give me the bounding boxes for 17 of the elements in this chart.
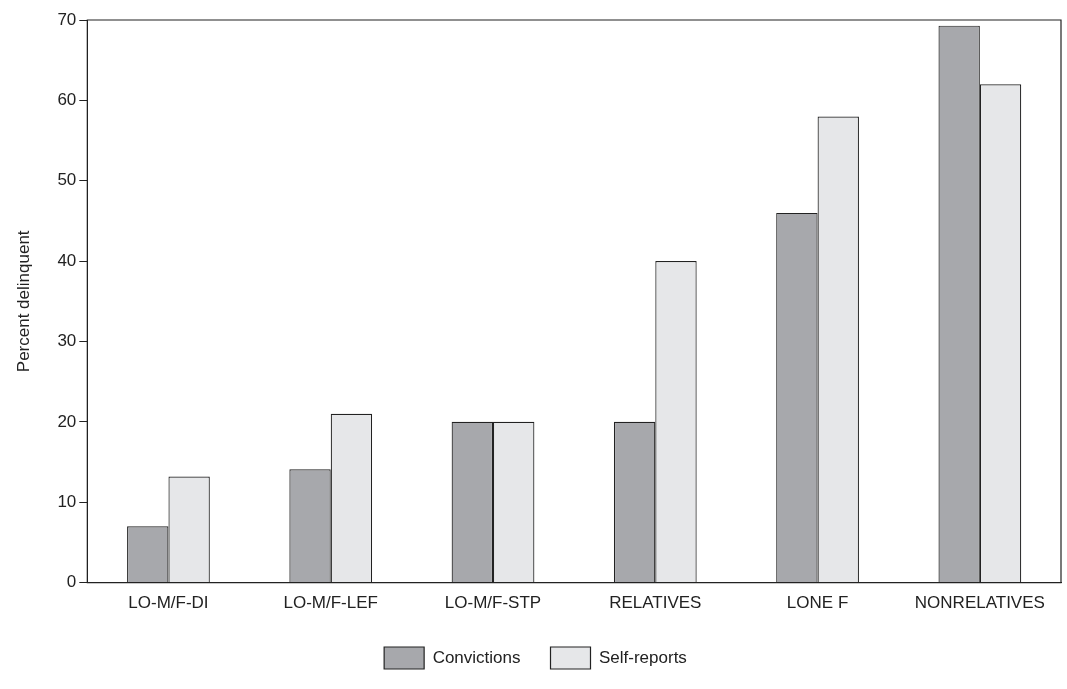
x-tick-label: RELATIVES [609,593,702,613]
y-tick-label: 20 [57,411,77,431]
x-tick-label: LO-M/F-STP [444,593,542,613]
y-tick-label: 60 [57,90,77,110]
y-tick-label: 70 [57,9,77,29]
y-axis-title: Percent delinquent [13,230,33,373]
legend-label: Convictions [432,647,521,667]
x-tick-label: NONRELATIVES [914,593,1045,613]
y-tick-label: 30 [57,331,77,351]
y-tick-label: 10 [57,491,77,511]
y-tick-label: 50 [57,170,77,190]
x-tick-label: LO-M/F-DI [128,593,209,613]
y-tick-label: 0 [66,572,77,592]
x-tick-label: LONE F [786,593,849,613]
y-tick-label: 40 [57,250,77,270]
legend-label: Self-reports [599,647,687,667]
x-tick-label: LO-M/F-LEF [283,593,378,613]
